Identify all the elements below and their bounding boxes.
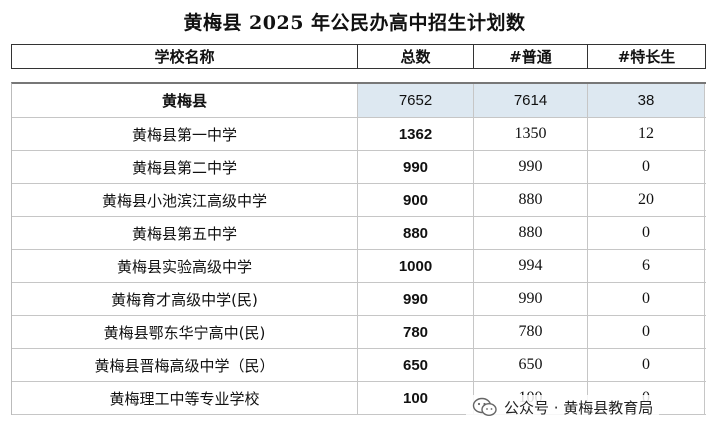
table-row: 黄梅育才高级中学(民) 990 990 0	[12, 283, 706, 316]
total-cell: 650	[358, 349, 474, 381]
special-cell: 0	[588, 316, 705, 348]
regular-cell: 1350	[474, 118, 588, 150]
regular-cell: 7614	[474, 84, 588, 117]
school-name: 黄梅县鄂东华宁高中(民)	[12, 316, 358, 348]
total-cell: 900	[358, 184, 474, 216]
table-row: 黄梅县第五中学 880 880 0	[12, 217, 706, 250]
school-name: 黄梅县晋梅高级中学（民）	[12, 349, 358, 381]
school-name: 黄梅县小池滨江高级中学	[12, 184, 358, 216]
total-cell: 1362	[358, 118, 474, 150]
school-name: 黄梅理工中等专业学校	[12, 382, 358, 414]
total-cell: 990	[358, 283, 474, 315]
school-name: 黄梅县第五中学	[12, 217, 358, 249]
header-regular: #普通	[474, 45, 588, 68]
table-row: 黄梅县小池滨江高级中学 900 880 20	[12, 184, 706, 217]
special-cell: 0	[588, 283, 705, 315]
total-cell: 1000	[358, 250, 474, 282]
special-cell: 0	[588, 217, 705, 249]
total-cell: 990	[358, 151, 474, 183]
table-row: 黄梅县实验高级中学 1000 994 6	[12, 250, 706, 283]
special-cell: 6	[588, 250, 705, 282]
total-cell: 100	[358, 382, 474, 414]
total-cell: 7652	[358, 84, 474, 117]
table-row: 黄梅县第一中学 1362 1350 12	[12, 118, 706, 151]
enrollment-table: 黄梅县 7652 7614 38 黄梅县第一中学 1362 1350 12 黄梅…	[11, 82, 706, 415]
watermark-text: 公众号 · 黄梅县教育局	[504, 398, 654, 417]
page-title: 黄梅县 2025 年公民办高中招生计划数	[183, 12, 526, 34]
regular-cell: 990	[474, 283, 588, 315]
regular-cell: 880	[474, 217, 588, 249]
total-cell: 880	[358, 217, 474, 249]
table-row-summary: 黄梅县 7652 7614 38	[12, 84, 706, 118]
regular-cell: 780	[474, 316, 588, 348]
special-cell: 12	[588, 118, 705, 150]
school-name: 黄梅县实验高级中学	[12, 250, 358, 282]
regular-cell: 990	[474, 151, 588, 183]
regular-cell: 650	[474, 349, 588, 381]
special-cell: 0	[588, 349, 705, 381]
table-row: 黄梅县鄂东华宁高中(民) 780 780 0	[12, 316, 706, 349]
school-name: 黄梅县第二中学	[12, 151, 358, 183]
school-name: 黄梅县第一中学	[12, 118, 358, 150]
special-cell: 38	[588, 84, 705, 117]
regular-cell: 994	[474, 250, 588, 282]
watermark: 公众号 · 黄梅县教育局	[466, 395, 660, 419]
school-name: 黄梅育才高级中学(民)	[12, 283, 358, 315]
regular-cell: 880	[474, 184, 588, 216]
table-header: 学校名称 总数 #普通 #特长生	[11, 44, 706, 69]
header-school: 学校名称	[12, 45, 358, 68]
table-row: 黄梅县晋梅高级中学（民） 650 650 0	[12, 349, 706, 382]
school-name: 黄梅县	[12, 84, 358, 117]
wechat-icon	[472, 397, 497, 417]
total-cell: 780	[358, 316, 474, 348]
header-total: 总数	[358, 45, 474, 68]
table-row: 黄梅县第二中学 990 990 0	[12, 151, 706, 184]
special-cell: 20	[588, 184, 705, 216]
header-special: #特长生	[617, 48, 676, 66]
special-cell: 0	[588, 151, 705, 183]
